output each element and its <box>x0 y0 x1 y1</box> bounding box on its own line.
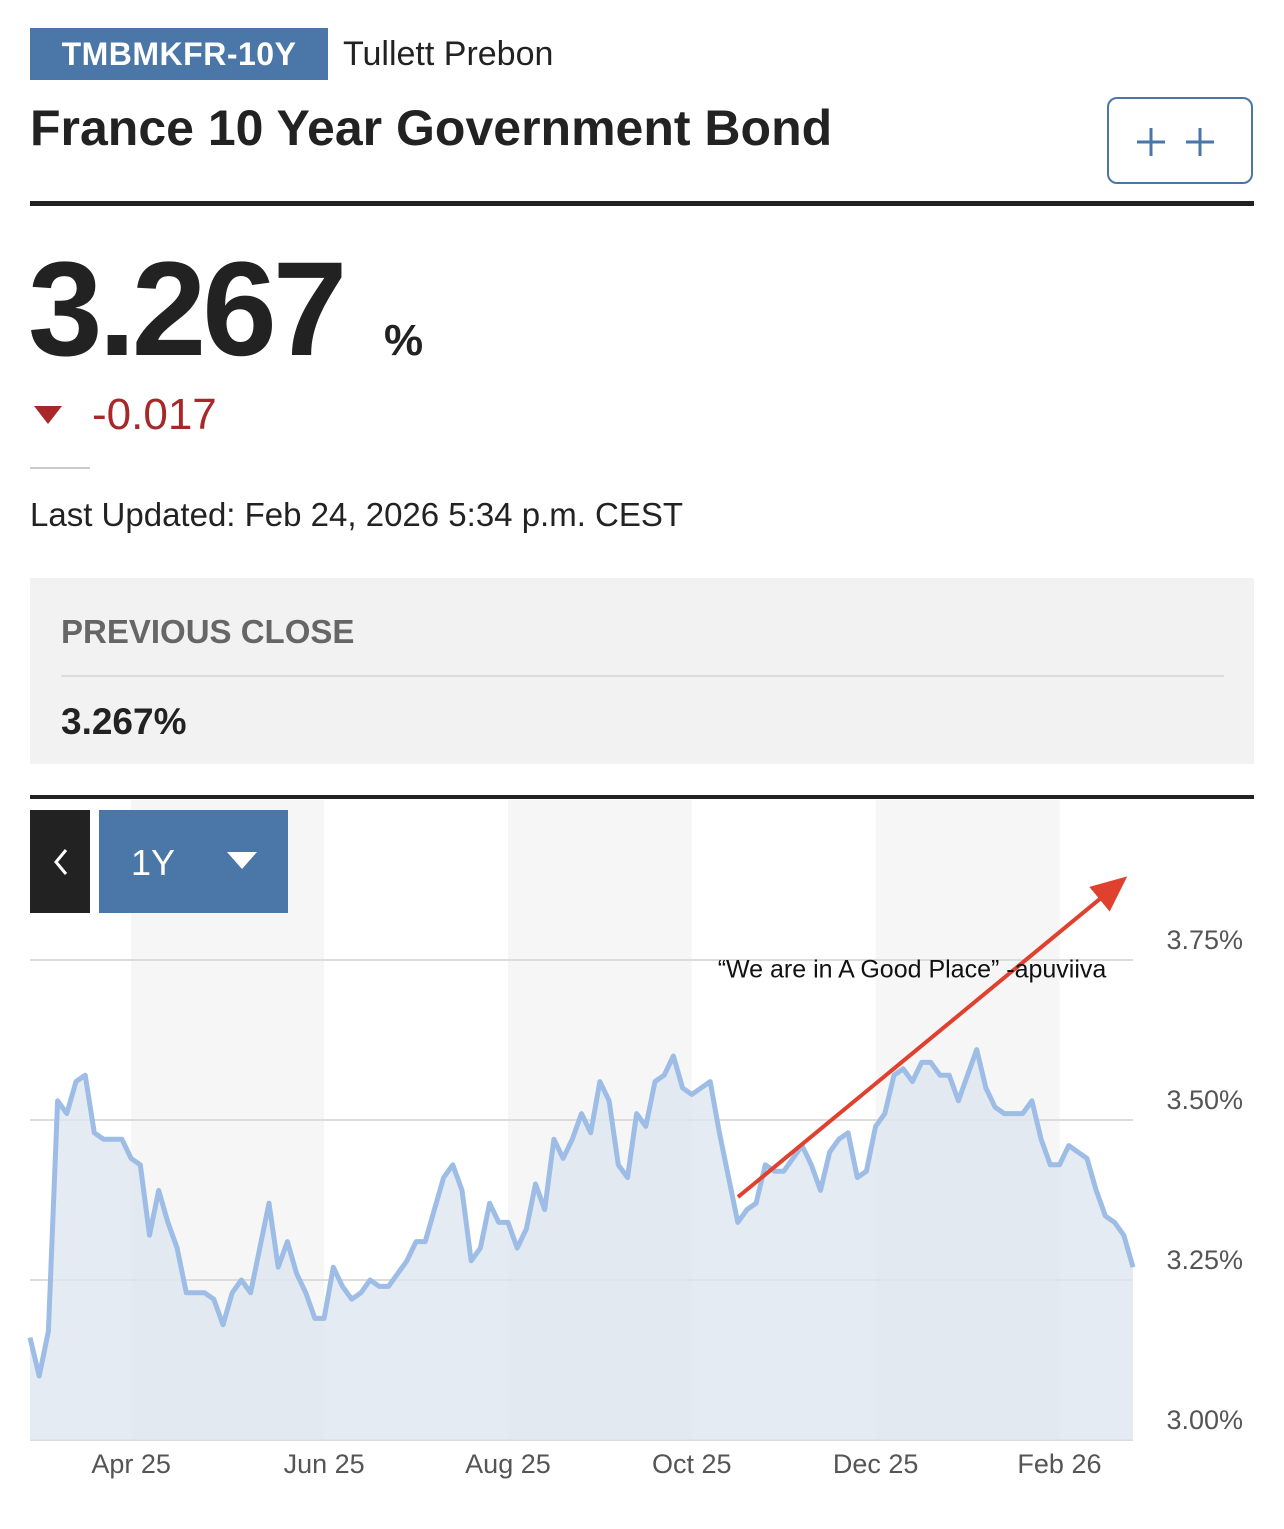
watchlist-button[interactable] <box>1107 97 1253 184</box>
y-tick-label: 3.75% <box>1166 925 1243 955</box>
last-updated: Last Updated: Feb 24, 2026 5:34 p.m. CES… <box>30 496 684 533</box>
back-button[interactable] <box>30 810 90 913</box>
previous-close-label: PREVIOUS CLOSE <box>61 613 355 650</box>
dropdown-caret <box>227 852 257 869</box>
x-tick-label: Apr 25 <box>91 1449 171 1479</box>
annotation: “We are in A Good Place” -apuviiva <box>718 956 1107 984</box>
small-rule <box>30 467 90 469</box>
previous-close-panel: PREVIOUS CLOSE 3.267% <box>30 578 1254 764</box>
ticker-badge: TMBMKFR-10Y <box>30 28 328 80</box>
area <box>30 1049 1133 1440</box>
change: -0.017 <box>92 390 217 439</box>
x-tick-label: Oct 25 <box>652 1449 732 1479</box>
plus-icons <box>1137 128 1214 156</box>
chart-top-rule <box>30 795 1254 799</box>
line <box>27 1047 1136 1379</box>
y-tick-label: 3.50% <box>1166 1085 1243 1115</box>
range-selector[interactable]: 1Y <box>99 810 288 913</box>
chevron-left <box>54 849 68 875</box>
header-rule <box>30 201 1254 206</box>
source: Tullett Prebon <box>343 35 554 73</box>
x-tick-label: Jun 25 <box>284 1449 365 1479</box>
range-label: 1Y <box>131 842 176 883</box>
x-tick-label: Feb 26 <box>1017 1449 1101 1479</box>
y-tick-label: 3.00% <box>1166 1405 1243 1435</box>
y-tick-label: 3.25% <box>1166 1245 1243 1275</box>
annotation-arrow <box>736 876 1128 1199</box>
down-triangle <box>34 406 62 424</box>
panel-rule <box>61 675 1224 677</box>
x-tick-label: Dec 25 <box>833 1449 919 1479</box>
price: 3.267 <box>28 235 347 384</box>
previous-close-value: 3.267% <box>61 701 187 742</box>
x-tick-label: Aug 25 <box>465 1449 551 1479</box>
title: France 10 Year Government Bond <box>30 100 833 156</box>
price-unit: % <box>384 316 424 365</box>
